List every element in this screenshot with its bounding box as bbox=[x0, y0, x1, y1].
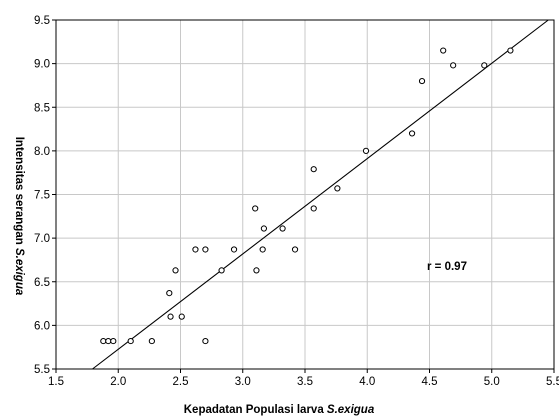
y-axis-label: Intensitas serangan S.exigua bbox=[13, 137, 25, 296]
y-tick-label: 7.5 bbox=[34, 190, 50, 202]
y-tick-label: 8.0 bbox=[34, 146, 50, 158]
x-tick-label: 4.0 bbox=[359, 376, 375, 388]
x-tick-label: 2.5 bbox=[173, 376, 189, 388]
data-point bbox=[202, 246, 209, 253]
data-point bbox=[192, 246, 199, 253]
y-tick-label: 9.5 bbox=[34, 15, 50, 27]
y-tick-label: 6.0 bbox=[34, 320, 50, 332]
data-point bbox=[291, 246, 299, 253]
data-point bbox=[450, 62, 457, 69]
y-tick-label: 7.0 bbox=[34, 233, 50, 245]
x-tick-label: 2.0 bbox=[110, 376, 126, 388]
regression-line-layer bbox=[92, 19, 549, 370]
data-point bbox=[440, 47, 447, 54]
x-tick-label: 3.5 bbox=[297, 376, 313, 388]
data-point bbox=[105, 337, 112, 345]
y-tick-label: 8.5 bbox=[34, 102, 50, 114]
y-tick-label: 6.5 bbox=[34, 277, 50, 289]
data-point bbox=[100, 337, 107, 345]
data-point bbox=[178, 313, 185, 320]
data-point bbox=[202, 337, 209, 345]
data-point bbox=[507, 47, 514, 54]
x-axis-label: Kepadatan Populasi larva S.exigua bbox=[184, 404, 375, 416]
correlation-annotation: r = 0.97 bbox=[427, 261, 467, 273]
data-point bbox=[172, 267, 179, 274]
data-point bbox=[230, 246, 238, 253]
x-tick-labels: 1.5 2.0 2.5 3.0 3.5 4.0 4.5 5.0 5.5 bbox=[48, 376, 559, 388]
data-point bbox=[418, 77, 426, 85]
data-point bbox=[310, 205, 317, 212]
data-point bbox=[252, 205, 259, 212]
data-point bbox=[166, 289, 173, 297]
y-tick-label: 5.5 bbox=[34, 364, 50, 376]
x-tick-label: 5.5 bbox=[546, 376, 559, 388]
data-point bbox=[362, 147, 370, 154]
data-points bbox=[100, 47, 514, 345]
y-tick-labels: 5.5 6.0 6.5 7.0 7.5 8.0 8.5 9.0 9.5 bbox=[34, 15, 50, 376]
regression-line bbox=[92, 19, 549, 370]
data-point bbox=[127, 337, 134, 345]
data-point bbox=[253, 267, 260, 274]
data-point bbox=[260, 225, 268, 232]
grid-lines bbox=[52, 19, 555, 373]
plot-frame bbox=[55, 19, 555, 370]
data-point bbox=[310, 166, 317, 173]
data-point bbox=[167, 313, 174, 320]
x-tick-label: 3.0 bbox=[235, 376, 251, 388]
data-point bbox=[218, 267, 225, 274]
x-tick-label: 5.0 bbox=[484, 376, 500, 388]
data-point bbox=[110, 337, 117, 345]
data-point bbox=[408, 130, 416, 137]
y-tick-label: 9.0 bbox=[34, 59, 50, 71]
data-point bbox=[279, 225, 286, 232]
data-point bbox=[334, 185, 341, 192]
data-point bbox=[259, 246, 266, 253]
data-point bbox=[148, 337, 155, 345]
data-point bbox=[481, 62, 488, 69]
x-tick-label: 1.5 bbox=[48, 376, 64, 388]
x-tick-label: 4.5 bbox=[422, 376, 438, 388]
